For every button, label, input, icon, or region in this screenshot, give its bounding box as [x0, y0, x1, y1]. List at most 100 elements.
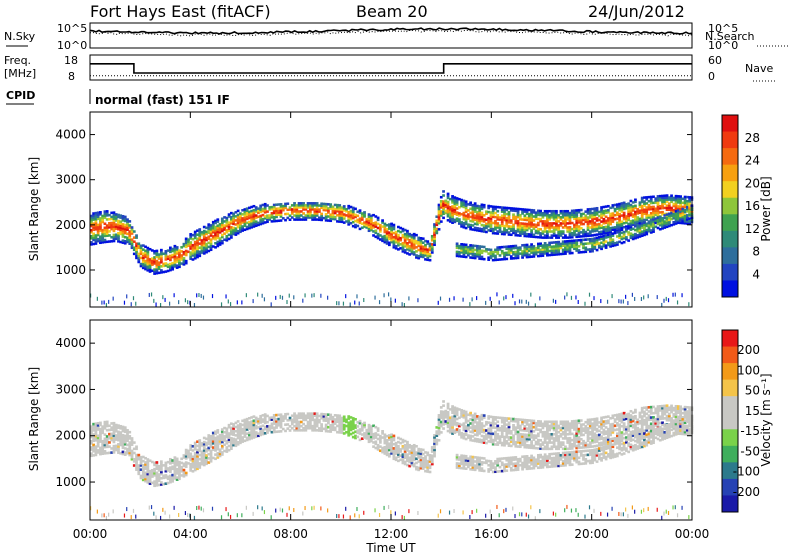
- velocity-cell: [185, 511, 186, 515]
- power-cell: [584, 302, 585, 306]
- power-cell: [338, 204, 341, 207]
- power-cell: [381, 219, 384, 222]
- freq-label: Freq.: [4, 54, 31, 67]
- power-cell: [155, 250, 158, 253]
- velocity-cell: [447, 403, 450, 406]
- velocity-cell: [221, 515, 222, 519]
- velocity-cell: [101, 513, 102, 517]
- power-cell: [474, 202, 477, 205]
- velocity-cell: [262, 506, 263, 510]
- power-cell: [183, 257, 186, 260]
- power-cell: [485, 301, 486, 305]
- velocity-cell: [106, 421, 109, 424]
- velocity-cell: [275, 509, 276, 513]
- power-cell: [280, 295, 281, 299]
- freq-tick-8: 8: [68, 70, 75, 83]
- power-cell: [228, 299, 229, 303]
- power-cell: [417, 298, 418, 302]
- velocity-cell: [406, 441, 409, 444]
- power-cell: [596, 249, 599, 252]
- power-cell: [160, 303, 161, 307]
- noise-top-label: 10^5: [57, 22, 87, 35]
- power-cell: [681, 293, 682, 297]
- velocity-cell: [162, 508, 163, 512]
- power-cell: [106, 210, 109, 213]
- power-cell: [225, 294, 226, 298]
- velocity-cell: [402, 515, 403, 519]
- power-cell: [108, 230, 111, 233]
- velocity-cell: [124, 514, 125, 518]
- power-cell: [490, 297, 491, 301]
- velocity-cell: [198, 506, 199, 510]
- velocity-cell: [286, 513, 287, 517]
- power-cell: [521, 300, 522, 304]
- power-cell: [289, 218, 292, 221]
- power-cell: [124, 301, 125, 305]
- velocity-cell: [135, 515, 136, 519]
- velocity-cell: [293, 508, 294, 512]
- velocity-cell: [494, 466, 497, 469]
- velocity-cell: [408, 509, 409, 513]
- velocity-cell: [359, 514, 360, 518]
- power-cell: [453, 296, 454, 300]
- velocity-cell: [465, 455, 468, 458]
- colorbar-swatch: [722, 231, 738, 248]
- power-cell: [623, 299, 624, 303]
- power-cell: [253, 299, 254, 303]
- power-cell: [415, 234, 418, 237]
- velocity-cell: [189, 453, 192, 456]
- velocity-cell: [404, 516, 405, 520]
- power-cell: [578, 300, 579, 304]
- velocity-cell: [499, 466, 502, 469]
- power-cell: [618, 299, 619, 303]
- velocity-cell: [465, 411, 468, 414]
- power-cell: [377, 217, 380, 220]
- power-cell: [189, 241, 192, 244]
- power-cell: [393, 224, 396, 227]
- velocity-cell: [126, 507, 127, 511]
- power-cell: [672, 293, 673, 297]
- power-cell: [472, 297, 473, 301]
- power-cell: [354, 301, 355, 305]
- velocity-cell: [113, 509, 114, 513]
- power-cell: [151, 292, 152, 296]
- power-cell: [135, 302, 136, 306]
- velocity-cell: [354, 513, 355, 517]
- power-cell: [447, 193, 450, 196]
- velocity-cell: [379, 513, 380, 517]
- power-cell: [530, 293, 531, 297]
- power-cell: [133, 296, 134, 300]
- power-cell: [494, 255, 497, 258]
- power-cell: [496, 292, 497, 296]
- power-cell: [512, 213, 515, 216]
- velocity-cell: [264, 510, 265, 514]
- velocity-cell: [456, 454, 459, 457]
- power-cell: [302, 299, 303, 303]
- velocity-cell: [284, 430, 287, 433]
- power-cell: [496, 210, 499, 213]
- y-tick-label: 1000: [55, 263, 86, 277]
- power-cell: [458, 218, 461, 221]
- velocity-cell: [237, 513, 238, 517]
- velocity-cell: [108, 513, 109, 517]
- nsky-series: [90, 28, 692, 34]
- power-cell: [661, 303, 662, 307]
- power-cell: [607, 209, 610, 212]
- power-cell: [176, 246, 179, 249]
- power-cell: [578, 245, 581, 248]
- nave-tick-0: 0: [708, 70, 715, 83]
- power-cell: [359, 301, 360, 305]
- velocity-cell: [374, 508, 375, 512]
- cpid-value: normal (fast) 151 IF: [95, 93, 230, 107]
- power-cell: [336, 301, 337, 305]
- velocity-cell: [212, 507, 213, 511]
- velocity-cell: [108, 441, 111, 444]
- power-cell: [426, 240, 429, 243]
- power-cell: [241, 300, 242, 304]
- power-cell: [465, 200, 468, 203]
- velocity-cell: [472, 510, 473, 514]
- power-cell: [198, 293, 199, 297]
- power-cell: [505, 258, 508, 261]
- power-cell: [469, 302, 470, 306]
- power-cell: [383, 293, 384, 297]
